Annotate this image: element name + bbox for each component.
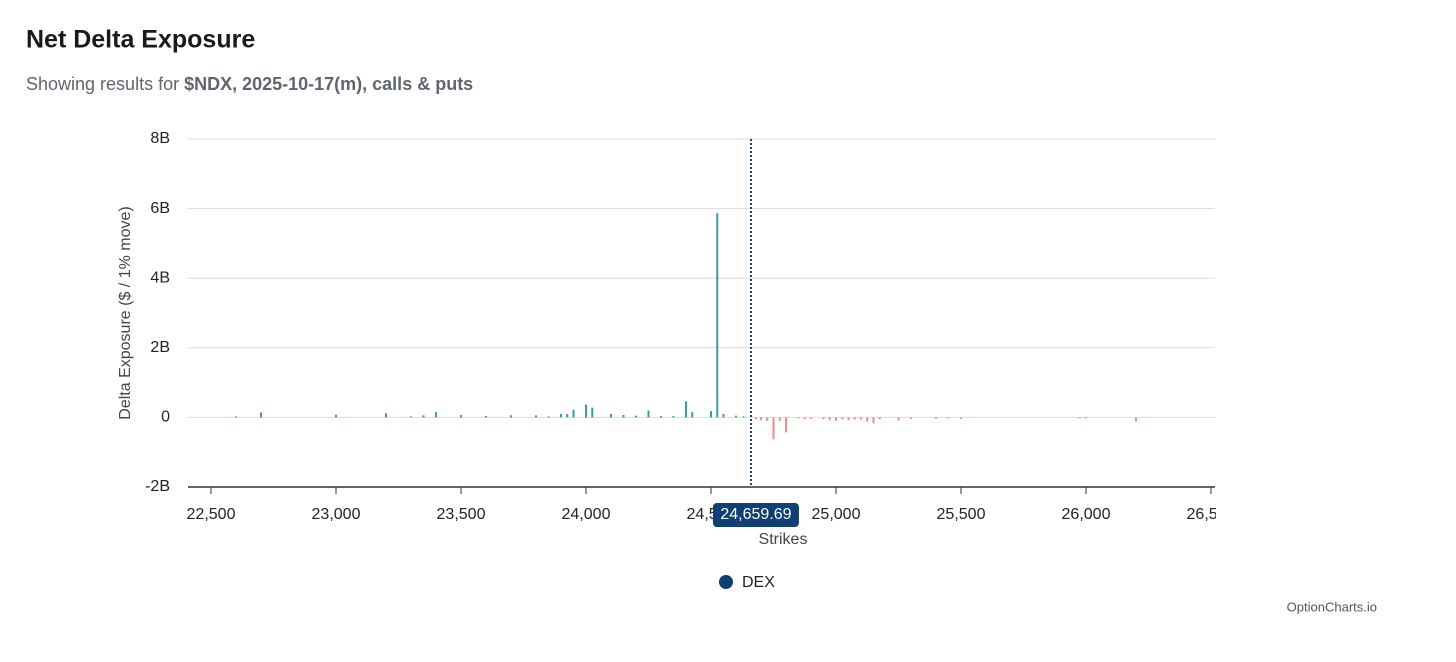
- x-tick-label: 23,500: [437, 506, 486, 523]
- y-axis-title: Delta Exposure ($ / 1% move): [117, 206, 134, 419]
- subtitle: Showing results for $NDX, 2025-10-17(m),…: [26, 74, 473, 94]
- bar: [1085, 417, 1087, 419]
- bar: [685, 401, 687, 418]
- bar: [860, 417, 862, 420]
- watermark: OptionCharts.io: [1287, 599, 1377, 614]
- x-tick-labels: 22,500 23,000 23,500 24,000 24,500 25,000 25,5…: [187, 506, 1236, 523]
- bar: [810, 417, 812, 419]
- bar: [935, 417, 937, 419]
- bar: [260, 412, 262, 418]
- x-tick-label: 23,000: [312, 506, 361, 523]
- bar: [841, 417, 844, 420]
- bar: [672, 416, 675, 418]
- y-tick-label: 2B: [150, 339, 170, 356]
- bar: [485, 416, 487, 418]
- y-tick-label: 8B: [150, 130, 170, 147]
- y-tick-label: 0: [161, 409, 170, 426]
- bar: [797, 417, 800, 419]
- x-tick-label: 26,000: [1062, 506, 1111, 523]
- bar: [647, 410, 650, 418]
- x-tick-label: 25,000: [812, 506, 861, 523]
- bar: [735, 415, 737, 418]
- bar: [760, 417, 762, 421]
- subtitle-prefix: Showing results for: [26, 74, 184, 94]
- bar: [610, 413, 612, 418]
- y-tick-label: -2B: [145, 478, 170, 495]
- bar: [585, 404, 587, 418]
- x-tick-label: 26,500: [1187, 506, 1236, 523]
- bar: [1078, 417, 1081, 419]
- bar: [435, 412, 437, 418]
- bar: [960, 417, 962, 419]
- bar: [1135, 417, 1137, 422]
- bar: [872, 417, 875, 424]
- x-tick-label: 22,500: [187, 506, 236, 523]
- x-axis-title: Strikes: [759, 531, 808, 548]
- bar: [535, 415, 537, 418]
- bar: [722, 413, 725, 418]
- chart-title: Net Delta Exposure: [26, 26, 255, 54]
- bar: [622, 414, 625, 418]
- bar: [335, 414, 337, 418]
- bar: [910, 417, 912, 419]
- bar: [878, 417, 881, 420]
- bar: [691, 412, 694, 418]
- bar: [716, 213, 719, 418]
- y-tick-label: 4B: [150, 269, 170, 286]
- bar: [866, 417, 869, 422]
- bar: [235, 416, 237, 418]
- price-label-box: [712, 503, 799, 527]
- bar: [742, 416, 745, 418]
- bar: [566, 413, 569, 418]
- bar: [660, 416, 662, 418]
- bar: [778, 417, 781, 421]
- legend-swatch: [719, 575, 733, 589]
- bar: [847, 417, 850, 421]
- bar: [835, 417, 837, 421]
- bar: [591, 407, 594, 418]
- bar: [772, 417, 775, 440]
- price-label: 24,659.69: [720, 506, 791, 523]
- bar: [785, 417, 787, 433]
- y-tick-label: 6B: [150, 200, 170, 217]
- bar: [947, 417, 950, 419]
- x-tick-label: 24,000: [562, 506, 611, 523]
- legend-label: DEX: [742, 574, 775, 591]
- subtitle-bold: $NDX, 2025-10-17(m), calls & puts: [184, 74, 473, 94]
- bar: [635, 415, 637, 418]
- bar: [460, 414, 462, 418]
- bar: [572, 409, 575, 418]
- bar: [410, 416, 412, 418]
- bar: [385, 413, 387, 418]
- bar: [853, 417, 856, 420]
- x-tick-label: 25,500: [937, 506, 986, 523]
- bar: [422, 415, 425, 418]
- bar: [510, 415, 512, 418]
- bar: [560, 413, 562, 418]
- bar: [547, 416, 550, 418]
- bar: [710, 411, 712, 418]
- bar: [755, 417, 757, 420]
- bar: [897, 417, 900, 421]
- bar: [828, 417, 831, 421]
- bar: [766, 417, 769, 421]
- bar: [803, 417, 806, 420]
- bar: [822, 417, 825, 420]
